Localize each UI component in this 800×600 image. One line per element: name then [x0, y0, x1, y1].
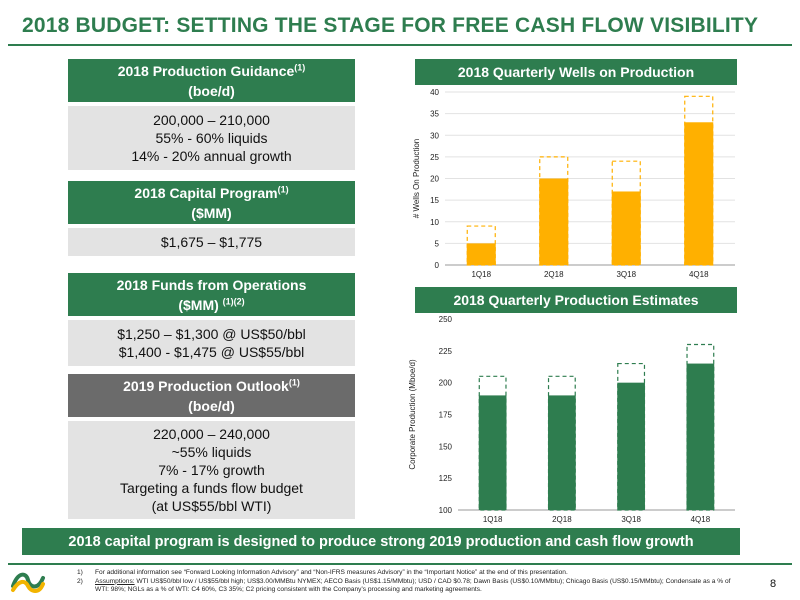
funds-from-operations-body: $1,250 – $1,300 @ US$50/bbl $1,400 - $1,… — [68, 320, 355, 366]
x-tick-label: 2Q18 — [544, 270, 564, 279]
footnote-ref: (1) — [288, 376, 300, 387]
y-tick-label: 25 — [430, 153, 439, 162]
title-divider — [8, 44, 792, 46]
y-tick-label: 40 — [430, 88, 439, 97]
summary-banner: 2018 capital program is designed to prod… — [22, 528, 740, 555]
y-tick-label: 200 — [439, 379, 453, 388]
outlook-target-price: (at US$55/bbl WTI) — [151, 498, 272, 514]
y-tick-label: 175 — [439, 411, 453, 420]
y-tick-label: 20 — [430, 175, 439, 184]
production-guidance-body: 200,000 – 210,000 55% - 60% liquids 14% … — [68, 106, 355, 170]
footnote-label: Assumptions: — [95, 577, 135, 585]
y-tick-label: 100 — [439, 506, 453, 515]
outlook-liquids: ~55% liquids — [171, 444, 252, 460]
wells-on-production-chart: 0 5 10 15 20 25 30 35 40 1Q18 2Q18 3Q18 4Q18 # Wells … — [412, 88, 735, 279]
outlook-target: Targeting a funds flow budget — [120, 480, 303, 496]
bar — [686, 363, 715, 510]
page-number: 8 — [770, 578, 777, 590]
production-guidance-unit: (boe/d) — [188, 82, 235, 99]
capital-range: $1,675 – $1,775 — [160, 234, 263, 250]
capital-program-unit: ($MM) — [191, 204, 232, 221]
outlook-title: 2019 Production Outlook — [123, 377, 289, 394]
y-tick-label: 250 — [439, 315, 453, 324]
production-guidance-header: 2018 Production Guidance(1) (boe/d) — [68, 59, 355, 102]
outlook-growth: 7% - 17% growth — [158, 462, 265, 478]
bar — [478, 395, 507, 510]
ffo-title: 2018 Funds from Operations — [116, 276, 307, 293]
y-tick-label: 5 — [435, 239, 440, 248]
production-guidance-title: 2018 Production Guidance — [117, 62, 295, 79]
x-tick-label: 1Q18 — [471, 270, 491, 279]
ffo-unit: ($MM) — [178, 296, 219, 313]
x-tick-label: 4Q18 — [691, 515, 711, 524]
y-tick-label: 35 — [430, 110, 439, 119]
outlook-range: 220,000 – 240,000 — [153, 426, 270, 442]
x-tick-label: 1Q18 — [483, 515, 503, 524]
production-chart-title: 2018 Quarterly Production Estimates — [415, 287, 737, 313]
x-tick-label: 3Q18 — [616, 270, 636, 279]
y-tick-label: 225 — [439, 347, 453, 356]
bar — [539, 178, 569, 265]
y-tick-label: 10 — [430, 218, 439, 227]
y-tick-label: 0 — [435, 261, 440, 270]
guidance-range: 200,000 – 210,000 — [153, 112, 270, 128]
x-tick-label: 2Q18 — [552, 515, 572, 524]
footnote-number: 2) — [77, 577, 83, 585]
footnote-number: 1) — [77, 569, 83, 576]
outlook-unit: (boe/d) — [188, 397, 235, 414]
company-logo-icon — [11, 572, 45, 593]
footer-divider — [8, 563, 792, 565]
capital-program-title: 2018 Capital Program — [134, 184, 278, 201]
ffo-high-case: $1,400 - $1,475 @ US$55/bbl — [118, 344, 305, 360]
bar — [611, 191, 641, 265]
production-outlook-header: 2019 Production Outlook(1) (boe/d) — [68, 374, 355, 417]
x-tick-label: 4Q18 — [689, 270, 709, 279]
footnotes: 1) For additional information see “Forwa… — [77, 569, 735, 595]
wells-chart-title: 2018 Quarterly Wells on Production — [415, 59, 737, 85]
y-tick-label: 15 — [430, 196, 439, 205]
production-outlook-body: 220,000 – 240,000 ~55% liquids 7% - 17% … — [68, 421, 355, 519]
bar — [466, 243, 496, 265]
footnote-ref: (1)(2) — [222, 295, 245, 306]
footnote-1: 1) For additional information see “Forwa… — [77, 569, 735, 578]
y-axis-label: Corporate Production (Mboe/d) — [408, 359, 417, 470]
footnote-2: 2) Assumptions: WTI US$50/bbl low / US$5… — [77, 577, 735, 595]
bar — [617, 382, 645, 510]
y-tick-label: 125 — [439, 474, 453, 483]
footnote-text: For additional information see “Forward … — [95, 569, 568, 576]
bar — [684, 122, 714, 266]
capital-program-body: $1,675 – $1,775 — [68, 228, 355, 256]
production-estimates-chart: 100 125 150 175 200 225 250 1Q18 2Q18 3Q18 4Q18 Cor… — [408, 315, 735, 524]
footnote-ref: (1) — [277, 183, 289, 194]
footnote-text: WTI US$50/bbl low / US$55/bbl high; US$3… — [95, 577, 731, 594]
y-tick-label: 30 — [430, 131, 439, 140]
guidance-growth: 14% - 20% annual growth — [131, 148, 292, 164]
slide-title: 2018 BUDGET: SETTING THE STAGE FOR FREE … — [22, 14, 759, 37]
bar — [548, 395, 576, 510]
ffo-low-case: $1,250 – $1,300 @ US$50/bbl — [117, 326, 306, 342]
x-tick-label: 3Q18 — [621, 515, 641, 524]
guidance-liquids: 55% - 60% liquids — [155, 130, 268, 146]
footnote-ref: (1) — [294, 61, 306, 72]
y-tick-label: 150 — [439, 442, 453, 451]
y-axis-label: # Wells On Production — [412, 139, 421, 218]
capital-program-header: 2018 Capital Program(1) ($MM) — [68, 181, 355, 224]
funds-from-operations-header: 2018 Funds from Operations ($MM) (1)(2) — [68, 273, 355, 316]
